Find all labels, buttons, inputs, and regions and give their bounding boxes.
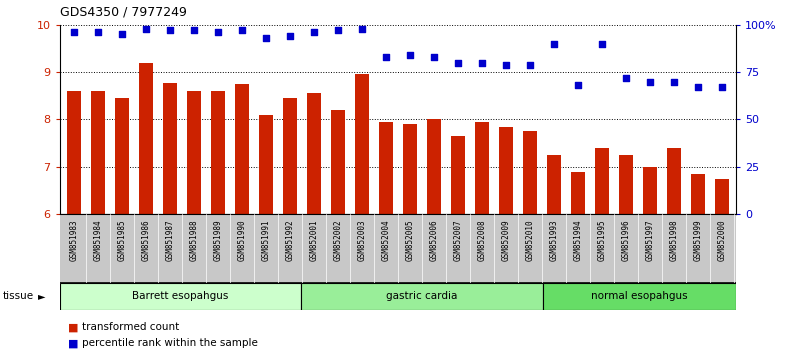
Point	[475, 60, 488, 65]
Point	[115, 32, 128, 37]
Bar	[618, 155, 633, 214]
Point	[595, 41, 608, 46]
Text: GSM852007: GSM852007	[454, 220, 462, 261]
Text: GSM851988: GSM851988	[189, 220, 198, 261]
Bar	[302, 283, 543, 310]
Text: GSM852001: GSM852001	[310, 220, 318, 261]
Text: GSM851996: GSM851996	[622, 220, 630, 261]
Point	[524, 62, 537, 67]
Point	[692, 85, 704, 90]
Bar	[187, 91, 201, 214]
Bar	[595, 148, 609, 214]
Text: GSM852005: GSM852005	[405, 220, 415, 261]
Bar	[235, 84, 249, 214]
Text: GDS4350 / 7977249: GDS4350 / 7977249	[60, 5, 186, 18]
Bar	[547, 155, 561, 214]
Point	[212, 29, 224, 35]
Text: transformed count: transformed count	[82, 322, 179, 332]
Text: tissue: tissue	[2, 291, 33, 302]
Point	[427, 54, 440, 60]
Text: GSM851990: GSM851990	[237, 220, 247, 261]
Bar	[523, 131, 537, 214]
Bar	[667, 148, 681, 214]
Text: GSM851995: GSM851995	[598, 220, 607, 261]
Bar	[379, 122, 393, 214]
Text: GSM851986: GSM851986	[142, 220, 150, 261]
Bar	[306, 93, 322, 214]
Bar	[543, 283, 736, 310]
Point	[716, 85, 728, 90]
Bar	[283, 98, 297, 214]
Point	[283, 33, 296, 39]
Text: GSM851983: GSM851983	[69, 220, 79, 261]
Bar	[355, 74, 369, 214]
Point	[380, 54, 392, 60]
Text: GSM851998: GSM851998	[669, 220, 678, 261]
Bar	[163, 82, 178, 214]
Bar	[259, 115, 273, 214]
Point	[259, 35, 272, 41]
Point	[572, 82, 584, 88]
Text: GSM851989: GSM851989	[213, 220, 223, 261]
Text: gastric cardia: gastric cardia	[387, 291, 458, 302]
Point	[68, 29, 80, 35]
Text: GSM852010: GSM852010	[525, 220, 534, 261]
Bar	[139, 63, 154, 214]
Text: normal esopahgus: normal esopahgus	[591, 291, 688, 302]
Text: ■: ■	[68, 322, 78, 332]
Text: GSM851987: GSM851987	[166, 220, 174, 261]
Bar	[331, 110, 345, 214]
Point	[308, 29, 321, 35]
Point	[404, 52, 416, 58]
Text: GSM852004: GSM852004	[381, 220, 391, 261]
Text: GSM851999: GSM851999	[693, 220, 702, 261]
Point	[619, 75, 632, 81]
Bar	[91, 91, 105, 214]
Bar	[715, 179, 729, 214]
Point	[140, 26, 153, 32]
Point	[332, 28, 345, 33]
Point	[188, 28, 201, 33]
Point	[164, 28, 177, 33]
Bar	[642, 167, 657, 214]
Text: percentile rank within the sample: percentile rank within the sample	[82, 338, 258, 348]
Point	[451, 60, 464, 65]
Text: GSM852003: GSM852003	[357, 220, 366, 261]
Text: Barrett esopahgus: Barrett esopahgus	[132, 291, 228, 302]
Bar	[691, 174, 705, 214]
Text: GSM851984: GSM851984	[94, 220, 103, 261]
Bar	[60, 283, 302, 310]
Point	[500, 62, 513, 67]
Text: GSM852009: GSM852009	[501, 220, 510, 261]
Text: ►: ►	[38, 291, 45, 302]
Bar	[499, 127, 513, 214]
Bar	[67, 91, 81, 214]
Bar	[115, 98, 129, 214]
Text: GSM852000: GSM852000	[717, 220, 727, 261]
Text: GSM851992: GSM851992	[286, 220, 295, 261]
Point	[236, 28, 248, 33]
Point	[92, 29, 104, 35]
Bar	[403, 124, 417, 214]
Text: GSM851993: GSM851993	[549, 220, 559, 261]
Text: GSM851991: GSM851991	[262, 220, 271, 261]
Text: GSM851994: GSM851994	[573, 220, 583, 261]
Bar	[211, 91, 225, 214]
Text: ■: ■	[68, 338, 78, 348]
Text: GSM852008: GSM852008	[478, 220, 486, 261]
Point	[668, 79, 681, 84]
Point	[356, 26, 369, 32]
Point	[548, 41, 560, 46]
Bar	[571, 172, 585, 214]
Text: GSM852006: GSM852006	[430, 220, 439, 261]
Bar	[427, 119, 441, 214]
Text: GSM851997: GSM851997	[646, 220, 654, 261]
Text: GSM852002: GSM852002	[334, 220, 342, 261]
Bar	[451, 136, 465, 214]
Point	[643, 79, 656, 84]
Bar	[474, 122, 490, 214]
Text: GSM851985: GSM851985	[118, 220, 127, 261]
